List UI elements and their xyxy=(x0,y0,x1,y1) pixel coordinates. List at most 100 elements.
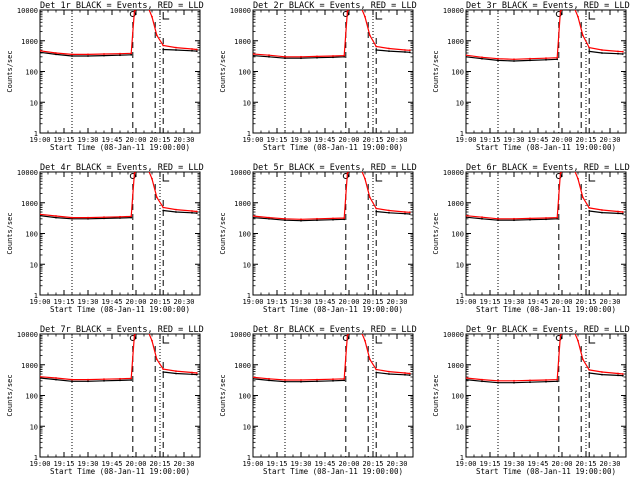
x-axis-label: Start Time (08-Jan-11 19:00:00) xyxy=(50,305,190,314)
series-line-lld xyxy=(40,334,197,381)
data-point-events xyxy=(253,377,254,380)
y-tick-label: 10000 xyxy=(443,7,464,15)
data-point-events xyxy=(617,52,619,55)
data-point-lld xyxy=(529,217,531,220)
data-point-lld xyxy=(284,217,286,220)
data-point-events xyxy=(529,59,531,62)
data-point-lld xyxy=(388,47,390,50)
y-tick-label: 1000 xyxy=(234,38,251,46)
data-point-events xyxy=(513,381,515,384)
data-point-events xyxy=(300,380,302,383)
data-point-lld xyxy=(130,215,133,218)
y-tick-label: 1000 xyxy=(447,38,464,46)
data-point-lld xyxy=(388,370,390,373)
data-point-lld xyxy=(155,196,158,199)
data-point-lld xyxy=(87,53,89,56)
data-point-events xyxy=(71,380,73,383)
data-point-lld xyxy=(617,210,619,213)
data-point-events xyxy=(55,53,57,56)
data-point-lld xyxy=(332,55,334,57)
series-group xyxy=(466,334,624,384)
chart-title: Det 5r BLACK = Events, RED = LLD xyxy=(253,163,417,173)
x-tick-label: 19:15 xyxy=(479,136,500,144)
data-point-events xyxy=(119,54,121,57)
x-axis-label: Start Time (08-Jan-11 19:00:00) xyxy=(476,467,616,476)
y-tick-label: 10000 xyxy=(443,169,464,177)
y-axis-label: Counts/sec xyxy=(219,50,227,92)
chart-title: Det 4r BLACK = Events, RED = LLD xyxy=(40,163,204,173)
data-point-lld xyxy=(617,372,619,375)
x-tick-label: 20:15 xyxy=(575,136,596,144)
series-line-events xyxy=(163,371,197,376)
plot-frame xyxy=(39,333,201,458)
series-group xyxy=(253,10,411,60)
chart-panel-8: Det 8r BLACK = Events, RED = LLD 1 10 100 10… xyxy=(219,325,417,476)
x-tick-label: 20:15 xyxy=(149,460,170,468)
data-point-lld xyxy=(466,377,467,379)
data-point-lld xyxy=(316,217,318,220)
x-tick-label: 19:00 xyxy=(242,136,263,144)
data-point-events xyxy=(191,49,193,52)
y-tick-label: 100 xyxy=(238,69,251,77)
data-point-lld xyxy=(364,15,366,18)
series-line-events xyxy=(376,210,410,215)
x-axis-label: Start Time (08-Jan-11 19:00:00) xyxy=(476,143,616,152)
y-axis-label: Counts/sec xyxy=(432,374,440,416)
data-point-lld xyxy=(316,55,318,58)
data-point-events xyxy=(556,380,559,383)
y-tick-label: 1 xyxy=(247,292,251,300)
data-point-lld xyxy=(103,378,105,381)
chart-title: Det 7r BLACK = Events, RED = LLD xyxy=(40,325,204,335)
x-tick-label: 20:15 xyxy=(362,298,383,306)
data-point-lld xyxy=(556,216,559,219)
series-group xyxy=(466,172,624,222)
data-point-lld xyxy=(343,377,346,380)
x-tick-label: 19:45 xyxy=(527,460,548,468)
x-axis-label: Start Time (08-Jan-11 19:00:00) xyxy=(50,467,190,476)
data-point-events xyxy=(556,58,559,61)
x-tick-label: 19:00 xyxy=(29,136,50,144)
y-tick-label: 1000 xyxy=(21,38,38,46)
x-tick-label: 20:30 xyxy=(599,460,620,468)
data-point-events xyxy=(284,57,286,60)
x-tick-label: 19:00 xyxy=(242,460,263,468)
series-group xyxy=(40,10,198,57)
y-tick-label: 10 xyxy=(30,423,38,431)
data-point-events xyxy=(621,212,624,215)
data-point-lld xyxy=(466,54,467,57)
data-point-events xyxy=(466,378,467,381)
chart-panel-2: Det 2r BLACK = Events, RED = LLD 1 10 100 10… xyxy=(219,1,417,152)
data-point-lld xyxy=(404,211,406,213)
saa-circle-marker xyxy=(555,11,562,17)
data-point-lld xyxy=(545,57,547,60)
x-tick-label: 19:30 xyxy=(503,460,524,468)
x-tick-label: 19:00 xyxy=(455,136,476,144)
data-point-events xyxy=(268,55,270,58)
data-point-lld xyxy=(375,207,378,210)
series-group xyxy=(253,172,411,222)
data-point-events xyxy=(130,53,133,56)
x-tick-label: 20:30 xyxy=(386,298,407,306)
data-point-events xyxy=(545,380,547,383)
data-point-events xyxy=(545,58,547,61)
y-axis-label: Counts/sec xyxy=(432,212,440,254)
data-point-lld xyxy=(316,378,318,381)
data-point-events xyxy=(300,57,302,60)
x-tick-label: 20:15 xyxy=(149,298,170,306)
x-tick-label: 19:15 xyxy=(266,460,287,468)
data-point-lld xyxy=(375,368,378,371)
data-point-lld xyxy=(497,379,499,382)
corner-marker xyxy=(375,174,383,182)
y-tick-label: 1 xyxy=(247,130,251,138)
x-axis-label: Start Time (08-Jan-11 19:00:00) xyxy=(263,143,403,152)
y-tick-label: 100 xyxy=(451,69,464,77)
x-tick-label: 20:00 xyxy=(551,136,572,144)
y-tick-label: 10 xyxy=(243,423,251,431)
x-tick-label: 20:30 xyxy=(386,460,407,468)
data-point-lld xyxy=(581,34,584,37)
x-axis-label: Start Time (08-Jan-11 19:00:00) xyxy=(263,467,403,476)
data-point-lld xyxy=(346,172,349,175)
data-point-lld xyxy=(581,358,584,361)
data-point-events xyxy=(316,219,318,222)
x-tick-label: 19:45 xyxy=(314,298,335,306)
